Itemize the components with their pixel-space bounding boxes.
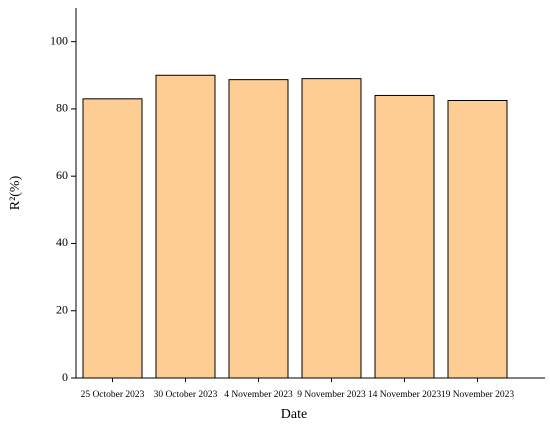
y-tick-label: 100 (50, 33, 68, 47)
bar (301, 78, 362, 379)
bar (82, 98, 143, 379)
x-tick-label: 14 November 2023 (368, 390, 442, 400)
bar (374, 94, 435, 379)
bar (228, 79, 289, 379)
y-tick-label: 40 (56, 235, 68, 249)
x-tick-label: 9 November 2023 (297, 390, 366, 400)
y-tick-label: 0 (62, 370, 68, 384)
x-tick-label: 25 October 2023 (81, 390, 145, 400)
x-tick-label: 4 November 2023 (224, 390, 293, 400)
x-tick-label: 30 October 2023 (154, 390, 218, 400)
y-axis-label: R²(%) (8, 175, 23, 210)
x-tick-label: 19 November 2023 (441, 390, 515, 400)
x-axis-label: Date (281, 407, 307, 422)
bar (447, 100, 508, 379)
y-tick-label: 80 (56, 101, 68, 115)
bar (155, 74, 216, 379)
y-tick-label: 20 (56, 302, 68, 316)
y-tick-label: 60 (56, 168, 68, 182)
